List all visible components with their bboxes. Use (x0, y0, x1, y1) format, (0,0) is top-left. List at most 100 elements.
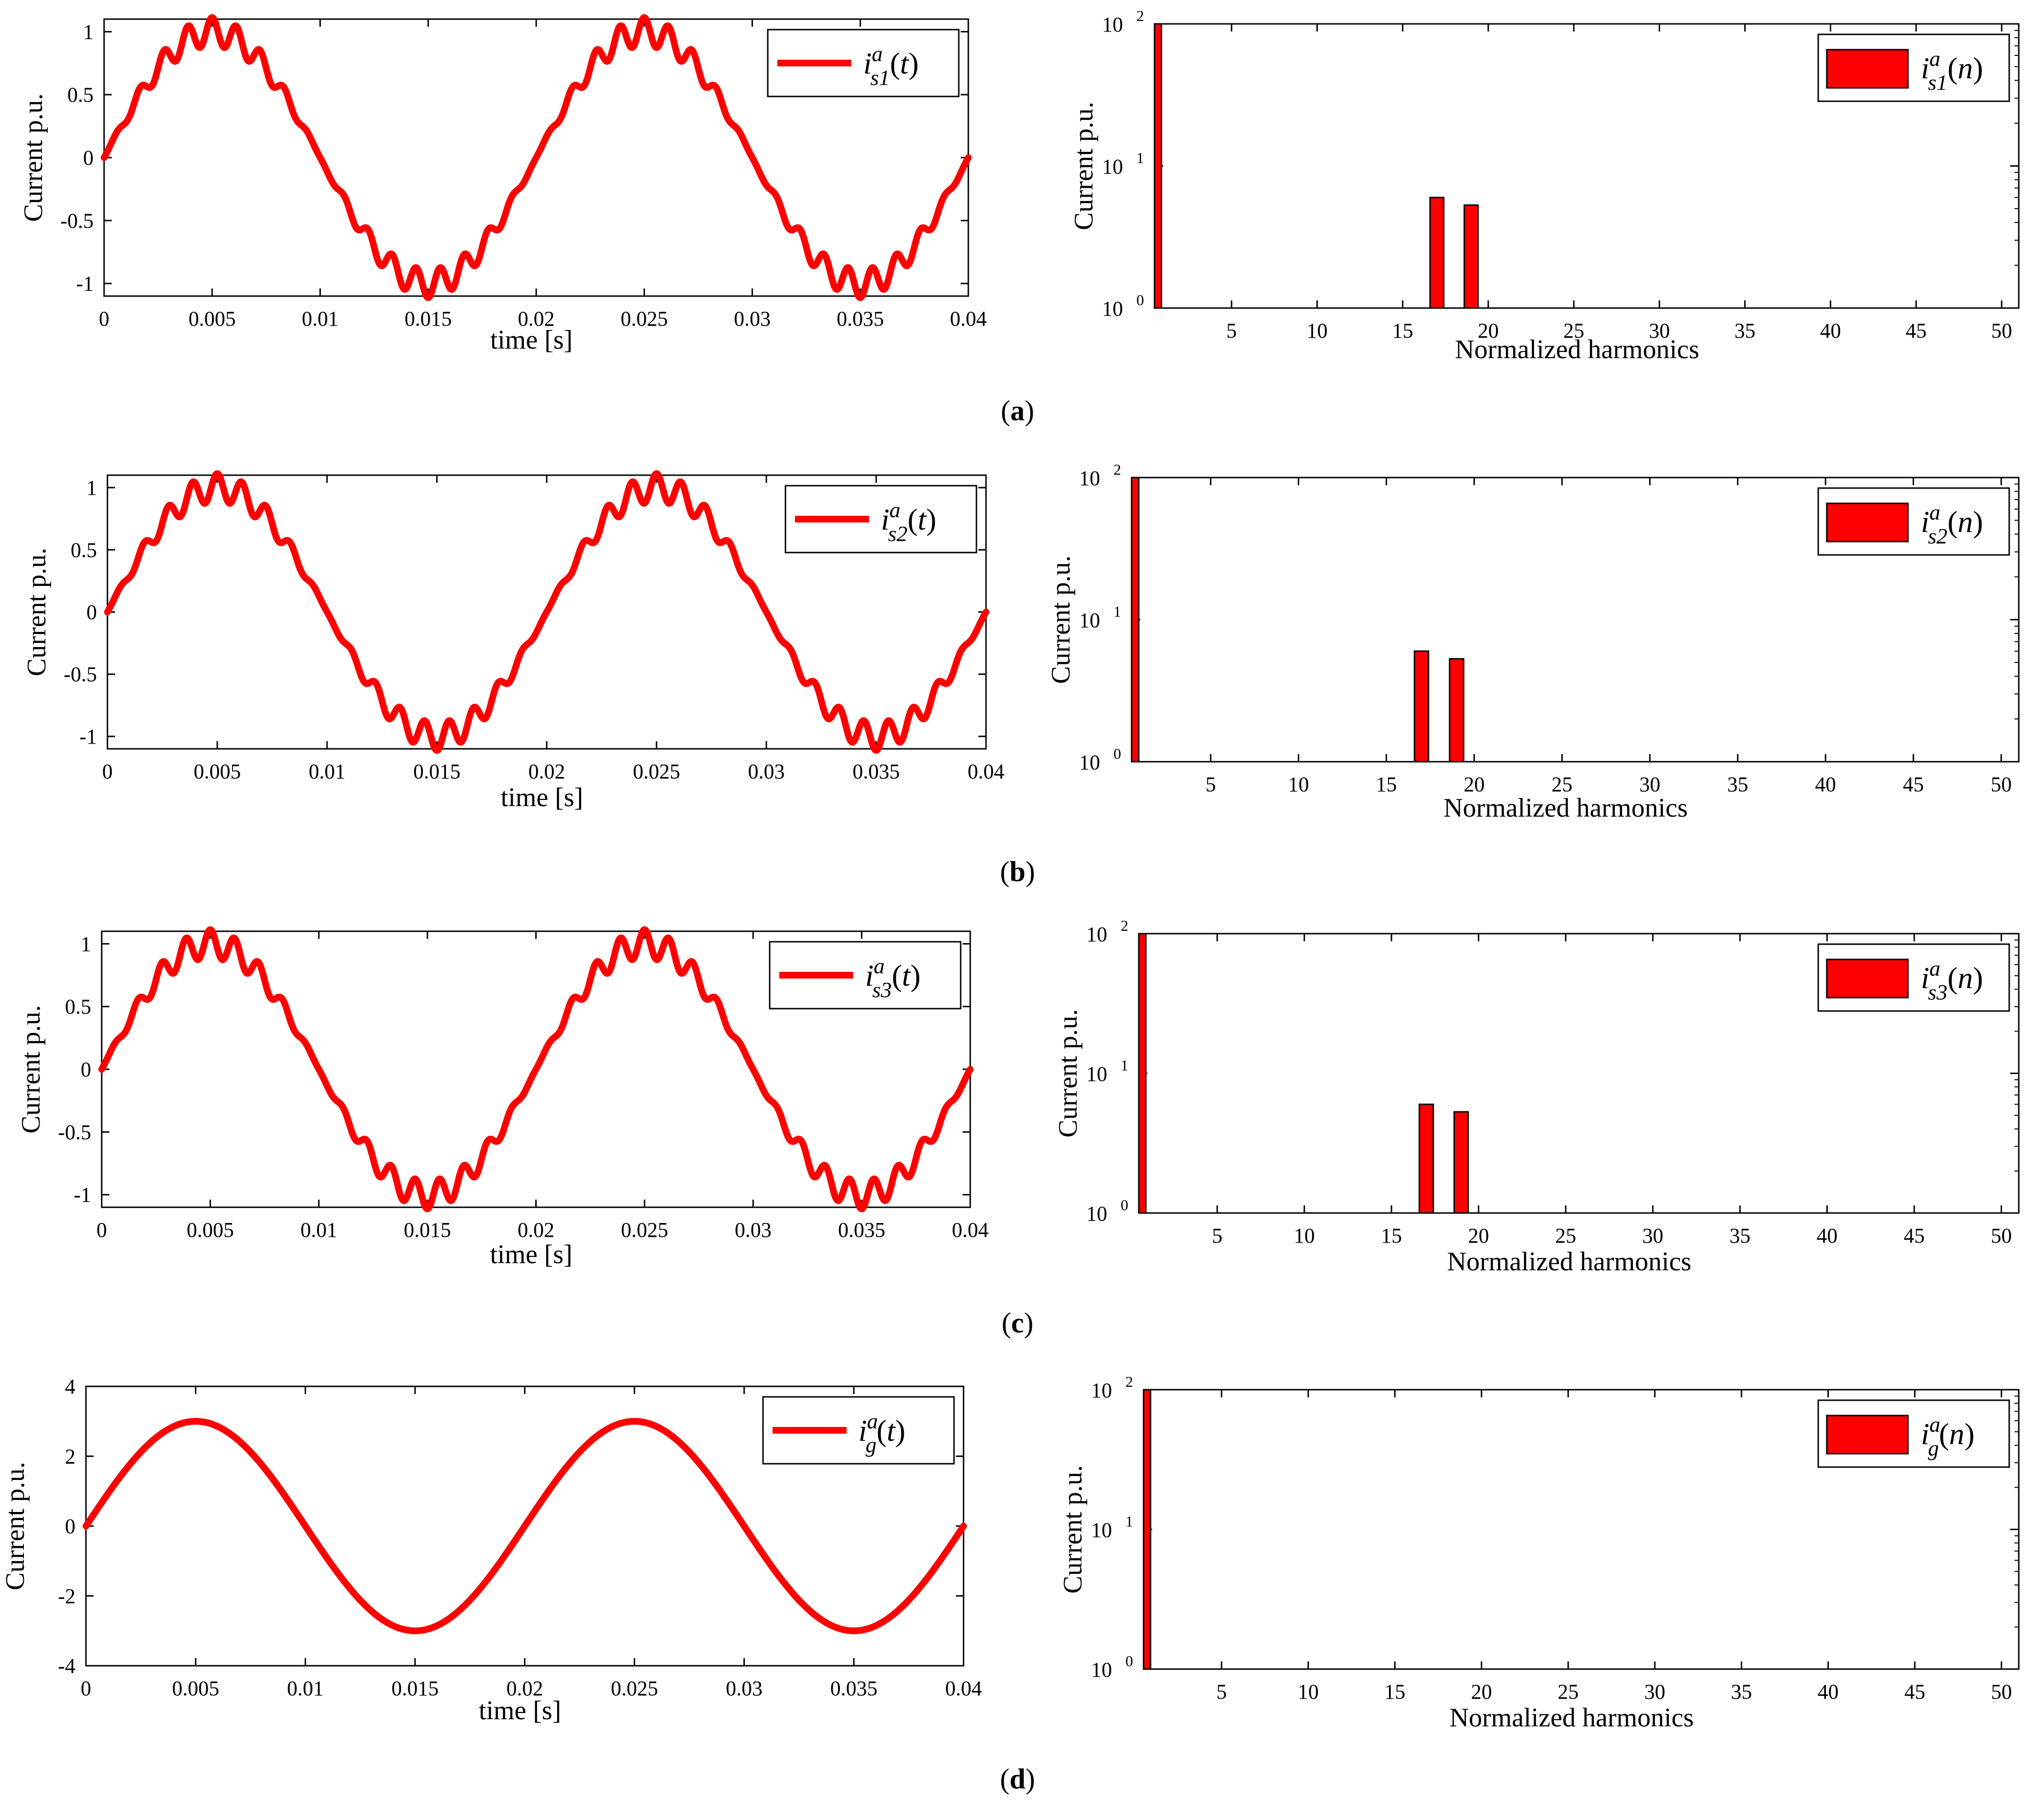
x-tick-label: 0.01 (302, 307, 339, 330)
bar-harmonic-1 (1143, 1389, 1152, 1670)
x-tick-label: 5 (1206, 773, 1216, 796)
y-tick-exponent: 0 (1125, 1652, 1133, 1670)
y-tick-label: 10 (1086, 923, 1107, 946)
bar-harmonic-1 (1154, 23, 1163, 309)
x-tick-label: 10 (1294, 1224, 1315, 1247)
legend: ia g(t) (762, 1396, 955, 1465)
legend-arg: n (1958, 961, 1973, 995)
legend: ia s1(n) (1817, 33, 2010, 102)
x-tick-label: 0.04 (968, 760, 1005, 783)
y-tick-label: 10 (1102, 155, 1123, 179)
x-tick-label: 25 (1551, 773, 1572, 796)
y-axis-label: Current p.u. (22, 548, 52, 676)
x-tick-label: 10 (1288, 773, 1309, 796)
legend-arg: t (887, 1414, 896, 1447)
legend-base: i (865, 958, 874, 992)
x-tick-label: 0.015 (392, 1677, 439, 1700)
x-tick-label: 0.035 (853, 760, 900, 783)
x-tick-label: 0.02 (518, 1218, 554, 1242)
spectrum-chart-d: 5 10 15 20 25 30 35 40 45 50 10 0 10 1 10 2 Normalized h… (1058, 1373, 2020, 1733)
x-tick-label: 0.03 (726, 1677, 763, 1700)
legend-label: ia s1(t) (863, 42, 919, 90)
legend-label: ia s3(n) (1921, 956, 1983, 1004)
x-tick-label: 15 (1376, 773, 1397, 796)
y-tick-label: 10 (1091, 1658, 1112, 1682)
y-tick-label: -2 (58, 1585, 75, 1608)
x-tick-label: 0.005 (194, 760, 241, 783)
x-tick-label: 20 (1468, 1224, 1489, 1247)
panel-label-b: (b) (1000, 856, 1035, 887)
legend-swatch (1826, 49, 1909, 89)
legend-sup: a (872, 42, 883, 66)
x-tick-label: 0.02 (529, 760, 565, 783)
legend: ia s1(t) (767, 29, 960, 97)
legend-sub: g (1928, 1436, 1939, 1460)
x-tick-label: 50 (1991, 773, 2012, 796)
x-tick-label: 20 (1471, 1680, 1492, 1703)
x-tick-label: 0.03 (734, 307, 771, 330)
y-tick-label: 1 (83, 20, 94, 43)
y-tick-label: 10 (1079, 467, 1100, 490)
x-tick-label: 0.005 (187, 1218, 234, 1242)
y-tick-label: 2 (65, 1445, 75, 1468)
y-tick-exponent: 2 (1125, 1373, 1133, 1390)
y-axis-label: Current p.u. (16, 1005, 46, 1133)
x-axis-label: Normalized harmonics (1455, 335, 1699, 364)
y-tick-label: -1 (76, 272, 94, 296)
legend-label: ia s2(t) (881, 498, 936, 546)
x-tick-label: 5 (1212, 1224, 1222, 1247)
x-tick-label: 25 (1558, 1680, 1579, 1703)
y-axis-label: Current p.u. (1058, 1465, 1088, 1594)
bar-harmonic-17 (1419, 1103, 1434, 1214)
x-tick-label: 0.04 (950, 307, 987, 330)
x-tick-label: 25 (1563, 319, 1584, 342)
y-tick-label: 4 (65, 1375, 75, 1398)
y-axis-label: Current p.u. (0, 1462, 30, 1590)
series-line (98, 926, 974, 1213)
legend-base: i (1921, 51, 1929, 85)
legend-sub: s1 (870, 65, 890, 90)
panel-label-d: (d) (1000, 1763, 1035, 1795)
time-chart-c: 0 0.005 0.01 0.015 0.02 0.025 0.03 0.035 0.04 -1 -… (16, 926, 989, 1269)
legend-arg: n (1958, 505, 1973, 539)
x-tick-label: 0.035 (838, 1218, 885, 1242)
legend-base: i (859, 1414, 867, 1447)
bar-harmonic-17 (1429, 197, 1445, 309)
legend: ia s3(t) (769, 941, 962, 1010)
y-tick-label: -0.5 (58, 1120, 91, 1144)
x-tick-label: 0 (96, 1218, 107, 1242)
bar-harmonic-19 (1453, 1111, 1469, 1214)
x-tick-label: 0.03 (735, 1218, 772, 1242)
legend-base: i (1921, 961, 1929, 995)
time-chart-b: 0 0.005 0.01 0.015 0.02 0.025 0.03 0.035 0.04 -1 -… (22, 470, 1005, 812)
legend-swatch (1826, 958, 1909, 999)
legend-base: i (1921, 505, 1929, 539)
y-tick-label: 0.5 (65, 995, 91, 1019)
legend-arg: t (902, 958, 912, 992)
legend-label: ia s1(n) (1921, 46, 1983, 95)
spectrum-chart-c: 5 10 15 20 25 30 35 40 45 50 10 0 10 1 10 2 Normalized h… (1053, 917, 2020, 1277)
y-tick-exponent: 0 (1136, 291, 1144, 309)
y-axis-label: Current p.u. (19, 93, 48, 222)
x-tick-label: 0.01 (300, 1218, 337, 1242)
x-tick-label: 0 (102, 760, 113, 783)
x-tick-label: 0.015 (413, 760, 461, 783)
x-axis-label: time [s] (490, 1240, 572, 1269)
legend-sup: a (1929, 500, 1940, 524)
legend-base: i (863, 46, 872, 80)
x-tick-label: 10 (1298, 1680, 1319, 1703)
y-tick-label: -1 (79, 725, 97, 748)
y-tick-label: 10 (1102, 13, 1123, 36)
x-tick-label: 45 (1903, 773, 1924, 796)
x-tick-label: 0.04 (952, 1218, 989, 1242)
x-tick-label: 50 (1991, 1224, 2012, 1247)
x-tick-label: 35 (1735, 319, 1756, 342)
legend-sub: s2 (888, 522, 908, 546)
x-tick-label: 0.04 (945, 1677, 982, 1700)
legend-base: i (881, 502, 890, 536)
y-tick-label: 10 (1079, 751, 1100, 774)
y-tick-exponent: 1 (1121, 1057, 1128, 1074)
y-tick-label: 1 (81, 932, 91, 956)
x-tick-label: 45 (1906, 319, 1927, 342)
